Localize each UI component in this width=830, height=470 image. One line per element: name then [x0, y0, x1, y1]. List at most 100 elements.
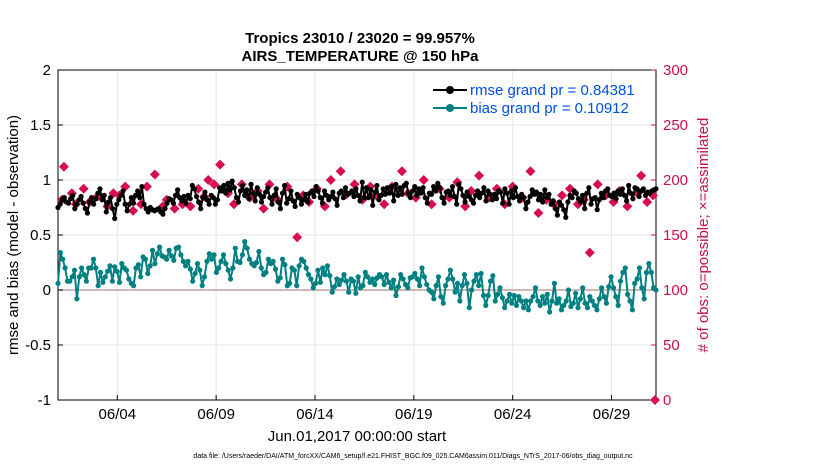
series-bias-point-167 — [450, 276, 456, 282]
series-rmse-point-122 — [311, 193, 317, 200]
series-bias-point-107 — [308, 276, 314, 282]
series-rmse-point-175 — [422, 195, 428, 201]
series-rmse-point-206 — [487, 191, 493, 197]
series-bias-point-20 — [102, 274, 108, 280]
series-rmse-point-178 — [428, 191, 435, 197]
series-rmse-point-70 — [202, 189, 208, 195]
y-right-tick-label-1: 50 — [663, 337, 680, 354]
series-rmse-point-131 — [330, 189, 336, 195]
series-rmse-point-119 — [305, 199, 311, 205]
series-bias-point-155 — [421, 274, 427, 280]
obs-point-79 — [636, 170, 647, 181]
series-rmse-point-186 — [445, 188, 451, 194]
series-rmse-point-65 — [191, 186, 197, 192]
series-bias-point-70 — [220, 252, 227, 258]
series-bias-point-140 — [386, 279, 392, 285]
series-bias-point-65 — [209, 256, 215, 262]
obs-point-51 — [418, 175, 429, 185]
series-bias-point-17 — [95, 283, 101, 289]
series-bias-point-209 — [549, 298, 555, 304]
series-bias-point-125 — [350, 278, 357, 284]
series-rmse-point-109 — [284, 200, 290, 206]
series-rmse-point-33 — [124, 208, 130, 214]
series-rmse-point-176 — [424, 200, 430, 206]
series-bias-point-62 — [201, 274, 208, 280]
series-rmse-point-228 — [533, 189, 540, 195]
series-rmse-point-146 — [361, 195, 367, 201]
series-rmse-point-20 — [97, 186, 103, 192]
series-rmse-point-232 — [542, 187, 548, 193]
chart-title-line2: AIRS_TEMPERATURE @ 150 hPa — [242, 48, 480, 65]
series-bias-point-47 — [166, 247, 172, 253]
series-rmse-point-200 — [475, 188, 481, 194]
series-rmse-point-152 — [374, 182, 380, 189]
obs-point-68 — [557, 190, 568, 201]
series-bias-point-177 — [473, 272, 479, 278]
series-bias-point-154 — [419, 265, 425, 271]
series-rmse-point-24 — [105, 199, 111, 205]
series-bias-point-223 — [582, 300, 588, 306]
series-rmse-point-215 — [506, 201, 512, 207]
series-bias-point-43 — [157, 244, 163, 250]
series-rmse-point-218 — [512, 185, 519, 191]
series-rmse-point-148 — [365, 195, 372, 201]
series-rmse-point-241 — [561, 207, 567, 213]
series-rmse-point-82 — [227, 187, 233, 193]
obs-point-22 — [203, 175, 214, 185]
series-rmse-point-265 — [611, 190, 617, 196]
series-rmse-point-285 — [653, 186, 659, 192]
series-bias-point-110 — [315, 267, 321, 273]
x-tick-label-4: 06/24 — [494, 406, 532, 423]
series-rmse-point-273 — [628, 190, 634, 196]
series-rmse-point-258 — [596, 197, 602, 203]
series-rmse-point-52 — [164, 200, 170, 206]
series-rmse-point-95 — [254, 185, 260, 191]
series-rmse-point-74 — [210, 195, 216, 201]
series-bias-point-215 — [563, 298, 569, 304]
series-bias-point-246 — [636, 265, 643, 271]
series-rmse-point-69 — [200, 195, 206, 201]
series-rmse-point-30 — [118, 192, 124, 198]
series-bias-point-63 — [204, 258, 210, 264]
series-bias-point-182 — [485, 292, 491, 299]
series-rmse-point-163 — [397, 185, 403, 191]
series-bias-point-126 — [353, 290, 359, 296]
series-rmse-point-203 — [481, 185, 487, 191]
series-rmse-point-167 — [405, 190, 411, 196]
obs-point-14 — [149, 169, 160, 180]
series-bias-point-92 — [272, 266, 279, 272]
series-rmse-point-184 — [441, 200, 447, 206]
series-bias-point-60 — [197, 267, 203, 273]
series-bias-point-169 — [454, 280, 461, 286]
series-rmse-point-274 — [630, 196, 636, 202]
obs-point-65 — [533, 208, 544, 218]
legend-rmse-label: rmse grand pr = 0.84381 — [470, 82, 635, 99]
series-bias-point-42 — [154, 251, 160, 257]
series-rmse-point-59 — [179, 198, 185, 204]
series-bias-point-197 — [521, 305, 527, 311]
series-bias-point-172 — [461, 272, 468, 278]
series-rmse-point-11 — [78, 193, 84, 200]
series-rmse-point-162 — [395, 192, 401, 198]
series-bias-point-131 — [365, 274, 371, 280]
series-rmse-point-91 — [246, 196, 252, 202]
y-left-tick-label-4: 1 — [43, 172, 51, 189]
series-bias-point-173 — [464, 280, 470, 286]
series-rmse-point-160 — [391, 198, 397, 204]
series-bias-point-166 — [447, 267, 453, 273]
series-bias-point-192 — [509, 300, 515, 306]
series-bias-point-69 — [218, 258, 224, 264]
series-bias-point-54 — [183, 263, 189, 269]
series-bias-point-39 — [147, 263, 153, 269]
series-rmse-point-195 — [464, 189, 470, 195]
series-bias-point-51 — [175, 244, 182, 250]
series-rmse-point-105 — [275, 199, 281, 205]
series-rmse-point-230 — [538, 191, 544, 197]
series-bias-point-181 — [483, 302, 489, 308]
series-rmse-point-136 — [340, 195, 346, 201]
series-bias-point-117 — [331, 284, 338, 290]
series-bias-point-24 — [112, 264, 118, 270]
series-rmse-point-272 — [626, 182, 632, 189]
obs-point-40 — [335, 166, 346, 177]
series-bias-point-213 — [558, 307, 565, 313]
